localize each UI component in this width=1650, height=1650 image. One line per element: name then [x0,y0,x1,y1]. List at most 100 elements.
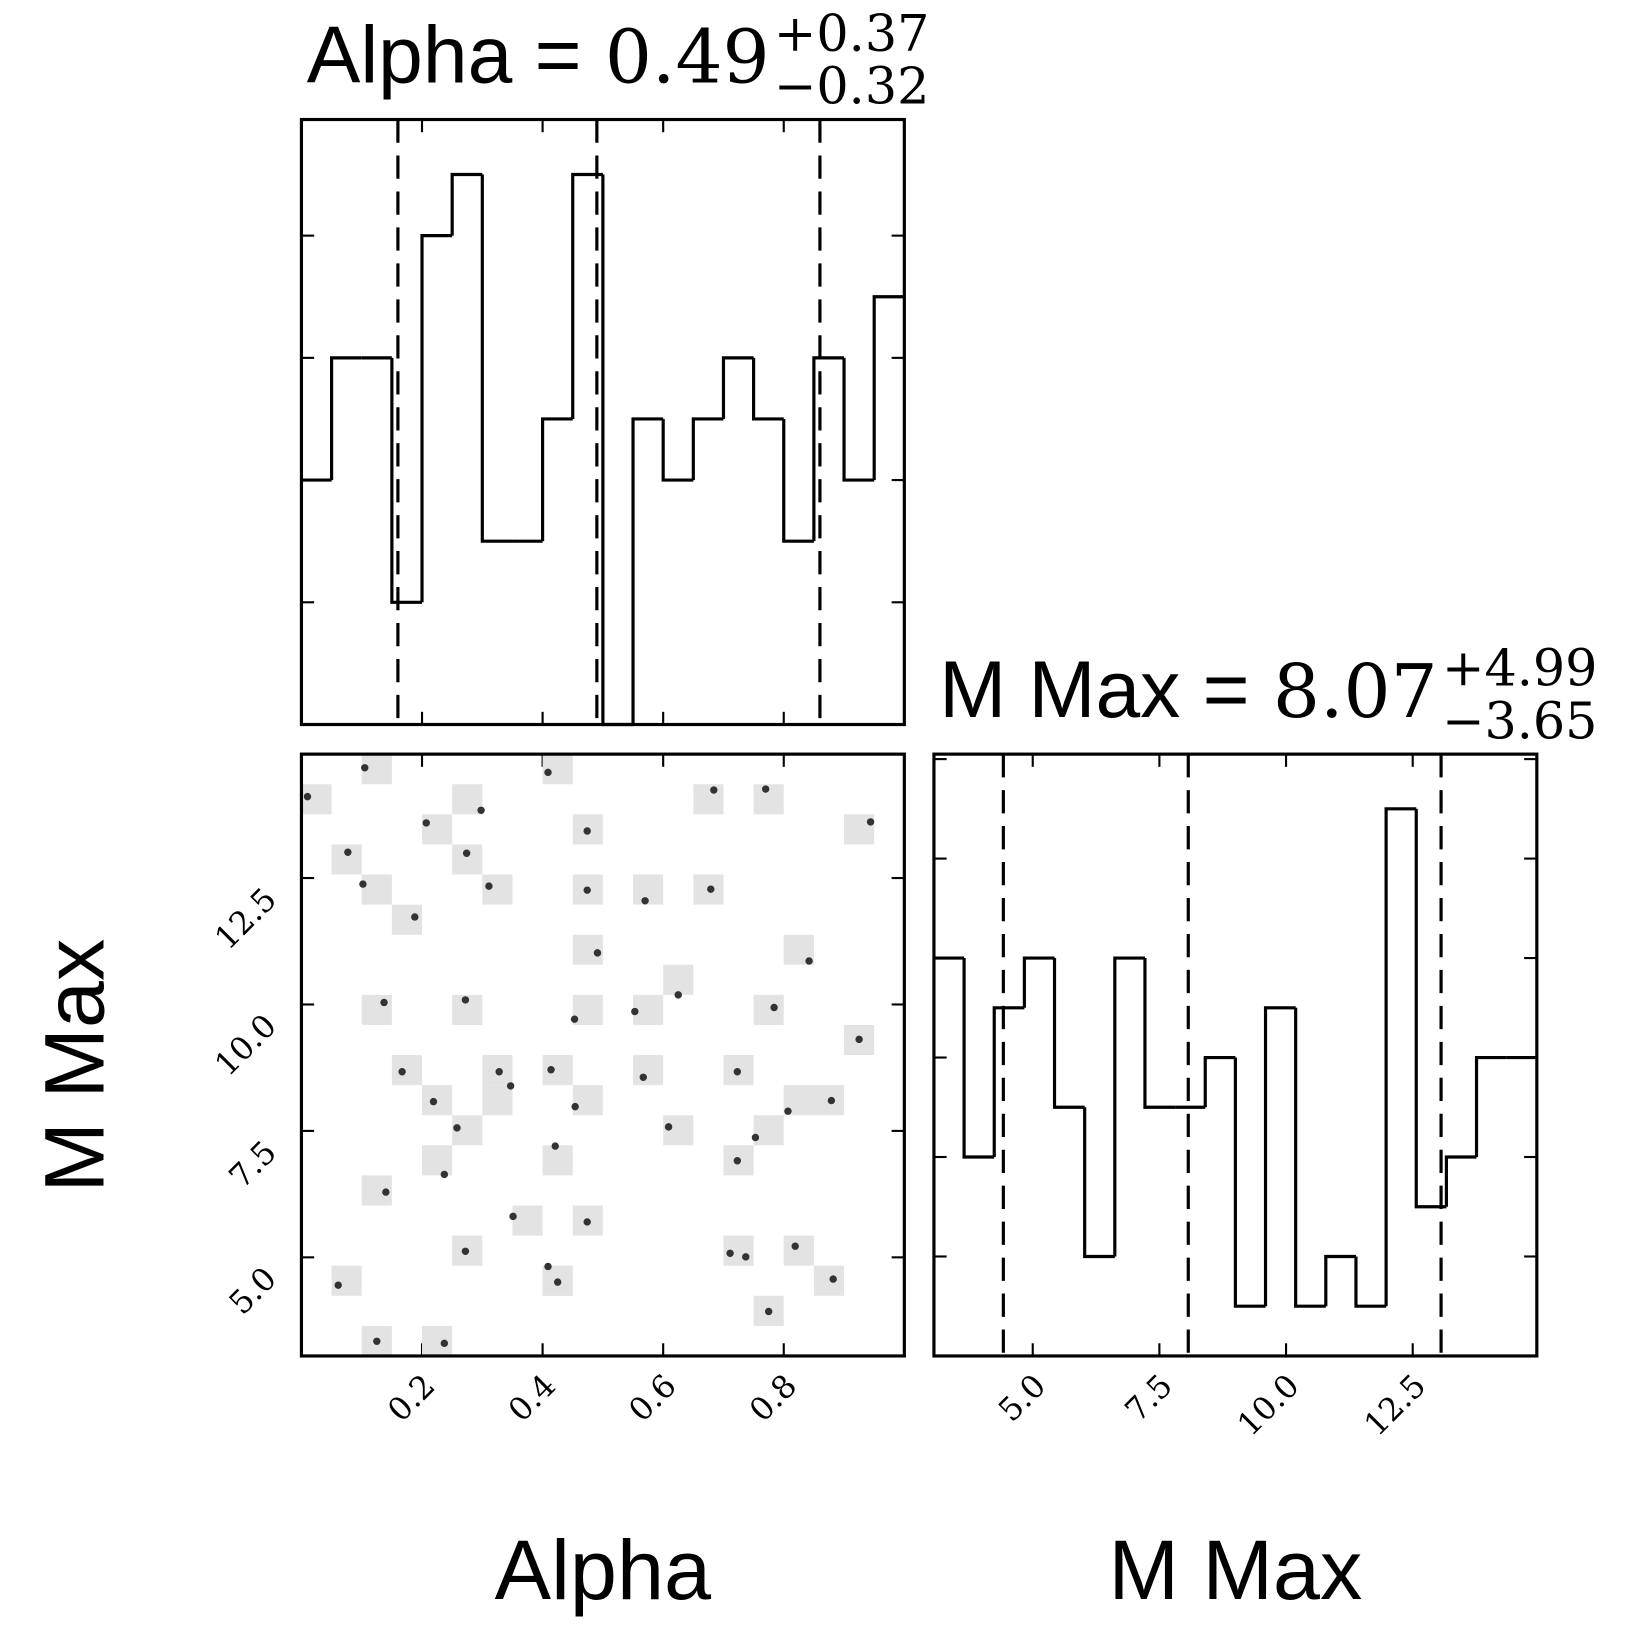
histogram-step [1294,1007,1326,1308]
scatter-point [829,1275,837,1283]
scatter-point [398,1068,406,1076]
density-cell [422,1145,453,1176]
x-tick-label: 0.2 [381,1368,442,1429]
density-cell [452,844,483,875]
title-upper: +4.99 [1442,638,1598,697]
histogram-step [1052,958,1085,1109]
x-axis-label: M Max [1108,1522,1362,1617]
scatter-point [303,792,312,801]
panel: Alpha = 0.49 +0.37−0.32 [299,4,930,727]
histogram-step [661,418,694,482]
scatter-point [411,913,419,921]
histogram-step [782,418,814,543]
histogram-step [962,958,995,1159]
density-cell [482,874,513,905]
title-upper: +0.37 [774,4,930,63]
scatter-point [710,786,718,794]
histogram-step [541,417,573,542]
scatter-point [334,1281,342,1289]
histogram-step [330,356,362,481]
histogram-step [752,357,784,421]
panel-title: Alpha = [307,11,582,101]
title-value: 8.07 [1273,649,1438,735]
y-tick-label: 5.0 [223,1261,284,1322]
panel-title: M Max = [939,645,1249,735]
density-cell [361,874,392,905]
histogram-step [1143,958,1176,1109]
scatter-point [827,1096,836,1105]
x-axis-label: Alpha [495,1522,712,1617]
histogram-step [1324,1254,1356,1307]
x-tick-label: 12.5 [1358,1368,1433,1443]
density-cell [482,1085,513,1116]
histogram-step [1203,1055,1236,1108]
scatter-point [583,1218,591,1226]
title-lower: −3.65 [1442,691,1598,750]
scatter-point [770,1003,778,1012]
scatter-point [764,1307,773,1316]
scatter-point [477,806,485,814]
scatter-point [344,848,352,856]
histogram-step [1384,807,1417,1307]
y-tick-label: 12.5 [208,882,283,957]
density-cell [331,1265,362,1296]
histogram-step [1083,1107,1115,1259]
scatter-point [784,1107,792,1115]
histogram-step [631,417,664,725]
histogram-step [1354,1256,1387,1308]
scatter-point [506,1082,515,1090]
histogram-step [812,356,845,542]
scatter-point [866,818,875,826]
scatter-point [733,1157,742,1165]
scatter-point [380,998,388,1007]
density-cell [391,1055,423,1086]
density-cell [633,1055,664,1086]
scatter-point [462,849,471,857]
panel: 5.0 7.5 10.0 12.5 M Max = 8.07 +4.99−3.65 M Max [932,638,1598,1617]
scatter-point [583,827,591,835]
density-cell [753,1115,784,1146]
density-cell [422,1325,453,1356]
x-tick-label: 7.5 [1119,1368,1180,1429]
scatter-point [359,880,367,888]
scatter-point [570,1015,579,1023]
density-cell [512,1205,543,1236]
scatter-point [544,768,552,777]
scatter-point [761,785,770,793]
scatter-point [547,1066,555,1074]
histogram-step [480,174,513,543]
scatter-point [583,886,591,894]
x-tick-label: 5.0 [992,1368,1053,1429]
scatter-point [461,1247,470,1255]
scatter-point [855,1035,863,1044]
density-cell [542,1145,573,1176]
y-tick-label: 10.0 [208,1008,283,1083]
scatter-point [361,764,369,772]
scatter-point [639,1073,647,1082]
histogram-step [1474,1055,1507,1158]
histogram-step [691,417,724,481]
scatter-point [726,1249,734,1257]
scatter-point [461,996,470,1004]
histogram-step [1414,808,1447,1209]
scatter-point [664,1123,673,1131]
density-cell [783,1235,814,1266]
scatter-point [593,949,602,957]
scatter-point [551,1142,559,1150]
scatter-point [742,1253,750,1261]
x-tick-label: 0.6 [623,1368,684,1429]
scatter-point [422,819,430,827]
x-tick-label: 0.8 [743,1368,804,1429]
density-cell [452,784,483,815]
density-cell [663,964,694,995]
title-lower: −0.32 [774,57,930,116]
scatter-point [440,1339,449,1348]
x-tick-label: 0.4 [502,1368,563,1429]
scatter-point [707,885,715,893]
scatter-point [382,1188,390,1196]
histogram-step [1444,1155,1477,1207]
scatter-point [495,1068,503,1076]
density-cell [572,1085,603,1116]
histogram-step [420,234,453,603]
